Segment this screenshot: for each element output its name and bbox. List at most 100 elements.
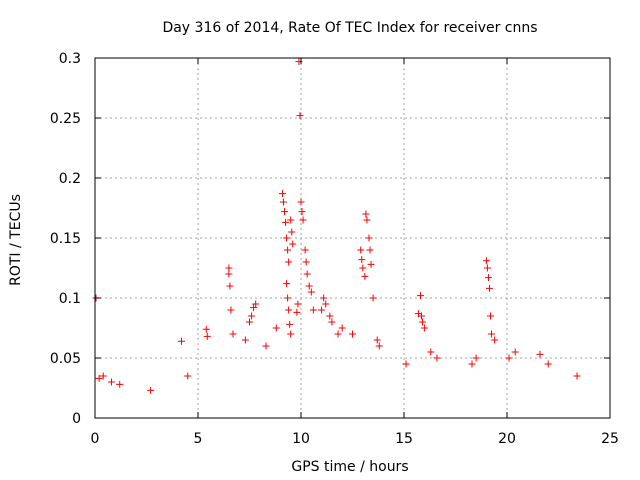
- data-point: [147, 386, 155, 394]
- data-point: [278, 190, 286, 198]
- data-point: [272, 324, 280, 332]
- data-point: [286, 320, 294, 328]
- data-point: [288, 228, 296, 236]
- data-point: [544, 360, 552, 368]
- data-point: [326, 312, 334, 320]
- data-point: [294, 300, 302, 308]
- data-point: [248, 312, 256, 320]
- y-tick-label: 0.05: [50, 351, 81, 367]
- data-point: [309, 306, 317, 314]
- data-point: [485, 284, 493, 292]
- data-point: [427, 348, 435, 356]
- data-point: [322, 300, 330, 308]
- data-point: [95, 374, 103, 382]
- data-point: [573, 372, 581, 380]
- data-point: [281, 208, 289, 216]
- data-point: [468, 360, 476, 368]
- x-tick-label: 20: [498, 431, 516, 447]
- data-point: [338, 324, 346, 332]
- data-point: [357, 246, 365, 254]
- data-point: [296, 112, 304, 120]
- data-point: [375, 342, 383, 350]
- data-point: [229, 330, 237, 338]
- data-point: [202, 325, 210, 333]
- x-tick-label: 0: [91, 431, 100, 447]
- data-point: [402, 360, 410, 368]
- y-axis-label: ROTI / TECUs: [8, 194, 24, 286]
- data-point: [283, 280, 291, 288]
- data-point: [334, 330, 342, 338]
- data-point: [250, 304, 258, 312]
- data-point: [184, 372, 192, 380]
- data-point: [433, 354, 441, 362]
- data-point: [483, 264, 491, 272]
- data-point: [416, 292, 424, 300]
- data-point: [287, 330, 295, 338]
- y-tick-label: 0.25: [50, 111, 81, 127]
- data-point: [301, 246, 309, 254]
- data-point: [361, 272, 369, 280]
- data-point: [349, 330, 356, 338]
- data-point: [320, 294, 328, 302]
- axis-ticks: [94, 57, 611, 419]
- data-point: [246, 318, 253, 326]
- data-point: [299, 216, 307, 224]
- data-point: [488, 330, 496, 338]
- data-point: [362, 210, 370, 218]
- data-point: [303, 270, 311, 278]
- data-point: [116, 380, 124, 388]
- data-point: [284, 246, 292, 254]
- data-point: [241, 336, 249, 344]
- x-tick-label: 25: [601, 431, 619, 447]
- data-point: [373, 336, 381, 344]
- data-point: [226, 282, 234, 290]
- data-point: [328, 318, 336, 326]
- data-point: [285, 258, 293, 266]
- data-point: [227, 306, 235, 314]
- data-point: [419, 318, 427, 326]
- data-points: [92, 58, 581, 394]
- data-point: [366, 246, 374, 254]
- data-point: [418, 312, 426, 320]
- data-point: [491, 336, 499, 344]
- chart-title: Day 316 of 2014, Rate Of TEC Index for r…: [162, 20, 537, 36]
- data-point: [367, 260, 375, 268]
- y-tick-labels: 0 0.05 0.1 0.15 0.2 0.25 0.3: [50, 51, 81, 427]
- data-point: [252, 300, 260, 308]
- data-point: [421, 324, 429, 332]
- data-point: [262, 342, 270, 350]
- x-tick-labels: 0 5 10 15 20 25: [91, 431, 619, 447]
- data-point: [283, 234, 291, 242]
- data-point: [293, 308, 301, 316]
- x-tick-label: 15: [395, 431, 413, 447]
- data-point: [284, 294, 292, 302]
- data-point: [305, 282, 313, 290]
- data-point: [487, 312, 495, 320]
- data-point: [359, 264, 367, 272]
- data-point: [282, 218, 290, 226]
- data-point: [289, 240, 297, 248]
- data-point: [287, 216, 295, 224]
- data-point: [505, 354, 513, 362]
- y-tick-label: 0.3: [59, 51, 81, 67]
- data-point: [225, 264, 233, 272]
- x-tick-label: 5: [194, 431, 203, 447]
- data-point: [298, 208, 306, 216]
- data-point: [365, 234, 373, 242]
- data-point: [203, 332, 211, 340]
- y-tick-label: 0.15: [50, 231, 81, 247]
- data-point: [369, 294, 377, 302]
- data-point: [302, 258, 310, 266]
- x-axis-label: GPS time / hours: [291, 459, 408, 475]
- data-point: [484, 274, 492, 282]
- x-tick-label: 10: [292, 431, 310, 447]
- data-point: [307, 288, 315, 296]
- data-point: [225, 270, 233, 278]
- data-point: [358, 256, 366, 264]
- data-point: [285, 306, 293, 314]
- data-point: [511, 348, 519, 356]
- data-point: [363, 216, 371, 224]
- y-tick-label: 0: [72, 411, 81, 427]
